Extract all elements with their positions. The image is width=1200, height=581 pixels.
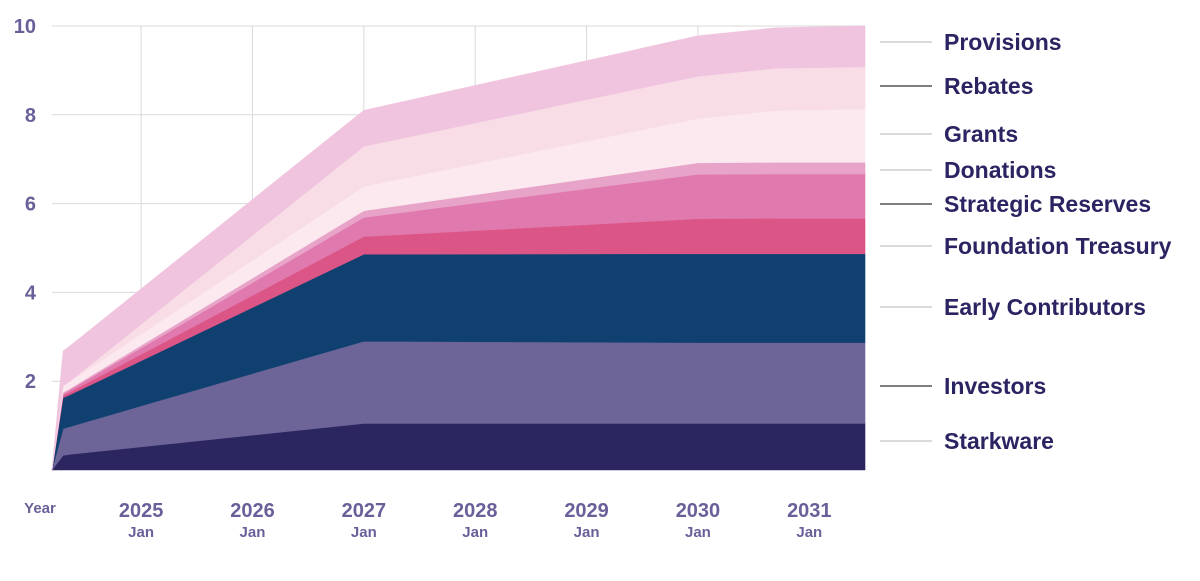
x-axis: 2025 Jan 2026 Jan 2027 Jan 2028 Jan 2029 Jan 2030 J… bbox=[119, 500, 832, 541]
x-axis-label: Year bbox=[24, 500, 56, 517]
legend-label-early-contributors: Early Contributors bbox=[944, 294, 1146, 320]
x-tick-label-year: 2031 bbox=[787, 500, 832, 522]
x-tick-label-year: 2030 bbox=[676, 500, 721, 522]
x-tick-label-year: 2026 bbox=[230, 500, 275, 522]
y-tick-label: 4 bbox=[25, 282, 37, 304]
x-tick-label-year: 2028 bbox=[453, 500, 498, 522]
x-tick-label-month: Jan bbox=[128, 524, 154, 541]
y-tick-label: 6 bbox=[25, 194, 36, 216]
y-tick-label: 8 bbox=[25, 105, 36, 127]
x-tick-label-year: 2029 bbox=[564, 500, 609, 522]
x-tick-label-year: 2027 bbox=[342, 500, 387, 522]
x-tick-label-month: Jan bbox=[574, 524, 600, 541]
legend: Provisions Rebates Grants Donations Strategi… bbox=[880, 29, 1172, 454]
y-tick-label: 2 bbox=[25, 371, 36, 393]
x-tick-label-month: Jan bbox=[462, 524, 488, 541]
legend-label-donations: Donations bbox=[944, 157, 1056, 183]
area-provisions bbox=[51, 25, 866, 471]
x-tick-label-year: 2025 bbox=[119, 500, 164, 522]
x-tick-label-month: Jan bbox=[351, 524, 377, 541]
y-axis: 2 4 6 8 10 bbox=[14, 16, 37, 393]
legend-label-grants: Grants bbox=[944, 121, 1018, 147]
x-tick-label-month: Jan bbox=[240, 524, 266, 541]
y-tick-label: 10 bbox=[14, 16, 36, 38]
legend-label-foundation-treasury: Foundation Treasury bbox=[944, 233, 1172, 259]
legend-label-provisions: Provisions bbox=[944, 29, 1062, 55]
x-tick-label-month: Jan bbox=[796, 524, 822, 541]
chart-areas bbox=[51, 25, 866, 471]
x-tick-label-month: Jan bbox=[685, 524, 711, 541]
legend-label-rebates: Rebates bbox=[944, 73, 1033, 99]
legend-label-starkware: Starkware bbox=[944, 428, 1054, 454]
legend-label-strategic-reserves: Strategic Reserves bbox=[944, 191, 1151, 217]
legend-label-investors: Investors bbox=[944, 373, 1046, 399]
